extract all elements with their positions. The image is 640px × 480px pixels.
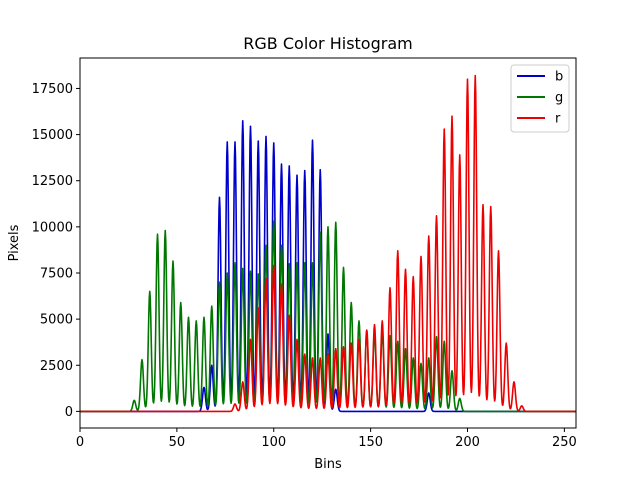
series-layer <box>80 74 576 413</box>
x-tick-label: 50 <box>169 435 186 450</box>
y-tick-label: 15000 <box>32 128 73 143</box>
y-tick-label: 17500 <box>32 82 73 97</box>
y-tick-label: 2500 <box>40 359 73 374</box>
x-axis-label: Bins <box>314 457 342 472</box>
plot-frame <box>79 57 577 429</box>
y-tick-label: 12500 <box>32 174 73 189</box>
legend: bgr <box>510 64 570 133</box>
legend-label-r: r <box>555 112 561 127</box>
y-tick-label: 0 <box>65 405 73 420</box>
x-tick-label: 200 <box>455 435 480 450</box>
legend-label-b: b <box>555 70 563 85</box>
y-tick-label: 10000 <box>32 220 73 235</box>
series-line-g <box>80 220 576 413</box>
x-tick-label: 0 <box>76 435 84 450</box>
x-tick-label: 100 <box>261 435 286 450</box>
y-axis-label: Pixels <box>7 224 22 261</box>
x-tick-label: 150 <box>358 435 383 450</box>
ticks-layer: 0 50 100 150 200 2500250050007500100001250015… <box>32 82 577 450</box>
series-line-r <box>80 74 576 413</box>
legend-label-g: g <box>555 91 563 106</box>
y-tick-label: 7500 <box>40 266 73 281</box>
chart-title: RGB Color Histogram <box>243 34 412 53</box>
legend-box <box>510 64 570 133</box>
y-tick-label: 5000 <box>40 313 73 328</box>
x-tick-label: 250 <box>552 435 577 450</box>
